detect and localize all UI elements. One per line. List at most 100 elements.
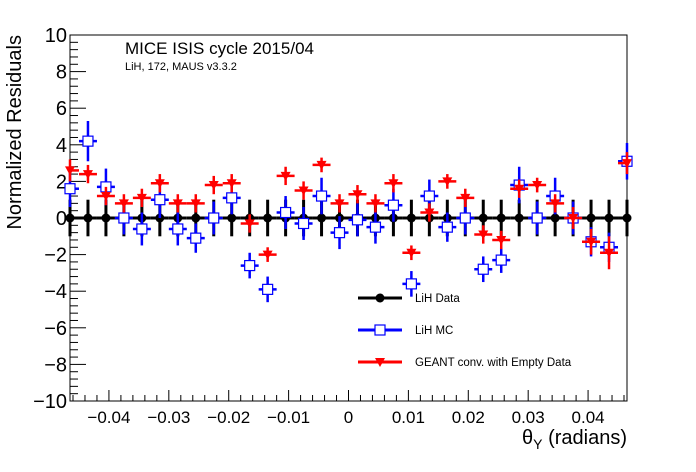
legend-marker (375, 358, 385, 367)
marker-triangle (586, 237, 597, 247)
data-point (348, 185, 367, 204)
x-tick-label: 0.04 (572, 408, 605, 427)
marker-circle (83, 213, 93, 223)
x-tick-label: 0.02 (452, 408, 485, 427)
data-point (132, 188, 151, 208)
marker-triangle (532, 181, 543, 191)
data-point (186, 194, 205, 213)
marker-triangle (568, 214, 579, 223)
data-point (546, 199, 565, 237)
data-point (294, 207, 313, 240)
data-point (312, 157, 331, 173)
marker-circle (191, 213, 201, 223)
marker-square (351, 214, 364, 226)
data-point (150, 174, 169, 193)
series-0 (65, 199, 632, 237)
marker-triangle (370, 199, 381, 209)
marker-triangle (496, 235, 507, 245)
marker-circle (478, 213, 488, 223)
marker-circle (604, 213, 614, 223)
y-axis-label: Normalized Residuals (4, 35, 26, 230)
data-point (402, 245, 421, 261)
legend-marker (374, 324, 386, 336)
marker-triangle (298, 186, 309, 196)
data-point (240, 252, 259, 279)
marker-square (280, 206, 292, 219)
y-tick-label: −2 (44, 245, 67, 267)
legend-entry: LiH Data (358, 293, 460, 305)
y-tick-label: 8 (56, 62, 67, 84)
data-point (600, 199, 619, 237)
marker-square (262, 283, 274, 295)
marker-triangle (604, 248, 615, 258)
marker-triangle (190, 199, 201, 209)
data-point (258, 247, 277, 262)
marker-square (208, 212, 220, 224)
data-point (258, 276, 277, 303)
series-1 (64, 121, 633, 303)
data-point (114, 201, 133, 235)
data-point (528, 201, 547, 235)
data-point (402, 271, 421, 297)
marker-circle (227, 213, 237, 223)
legend-entry: LiH MC (358, 324, 453, 337)
data-point (132, 212, 151, 246)
y-tick-label: −10 (33, 391, 67, 413)
marker-circle (550, 213, 560, 223)
data-point (366, 210, 385, 244)
data-point (618, 152, 632, 175)
marker-square (136, 223, 148, 235)
marker-square (190, 232, 202, 244)
data-point (438, 174, 457, 189)
marker-triangle (118, 199, 129, 209)
marker-triangle (478, 230, 489, 240)
data-point (492, 247, 511, 273)
data-point (348, 203, 367, 237)
data-point (294, 181, 313, 200)
marker-square (154, 194, 166, 206)
data-point (64, 170, 79, 208)
data-point (114, 194, 133, 213)
data-point (474, 256, 493, 283)
x-tick-label: −0.01 (267, 408, 310, 427)
marker-circle (65, 213, 75, 223)
marker-circle (101, 213, 111, 223)
data-point (474, 225, 493, 244)
marker-triangle (82, 170, 93, 180)
y-tick-label: −6 (44, 318, 67, 340)
marker-square (459, 212, 471, 224)
legend-label: LiH Data (415, 293, 460, 305)
chart-subtitle: LiH, 172, MAUS v3.3.2 (125, 61, 237, 73)
data-point (78, 164, 97, 184)
marker-circle (622, 213, 632, 223)
marker-square (315, 190, 328, 202)
data-point (330, 216, 349, 250)
legend-label: GEANT conv. with Empty Data (415, 357, 572, 369)
x-tick-label: −0.04 (87, 408, 130, 427)
legend-label: LiH MC (415, 325, 453, 337)
data-point (528, 177, 547, 193)
data-point (65, 199, 79, 237)
x-axis-label-subscript: Y (533, 436, 543, 452)
data-point (384, 174, 403, 193)
data-point (168, 194, 187, 213)
series-2 (65, 152, 632, 270)
marker-circle (496, 213, 506, 223)
marker-square (405, 278, 417, 290)
data-point (456, 188, 475, 208)
marker-triangle (226, 179, 237, 189)
marker-square (531, 212, 543, 224)
marker-triangle (406, 248, 417, 258)
legend: LiH Data LiH MC GEANT conv. with Empty Dat… (358, 293, 572, 369)
marker-square (387, 199, 400, 211)
marker-square (441, 221, 453, 233)
marker-triangle (280, 171, 291, 181)
legend-marker (375, 293, 385, 303)
marker-square (64, 183, 76, 195)
data-point (438, 212, 457, 242)
marker-square (226, 192, 238, 204)
marker-circle (317, 213, 327, 223)
marker-square (244, 259, 256, 272)
marker-triangle (388, 179, 399, 189)
